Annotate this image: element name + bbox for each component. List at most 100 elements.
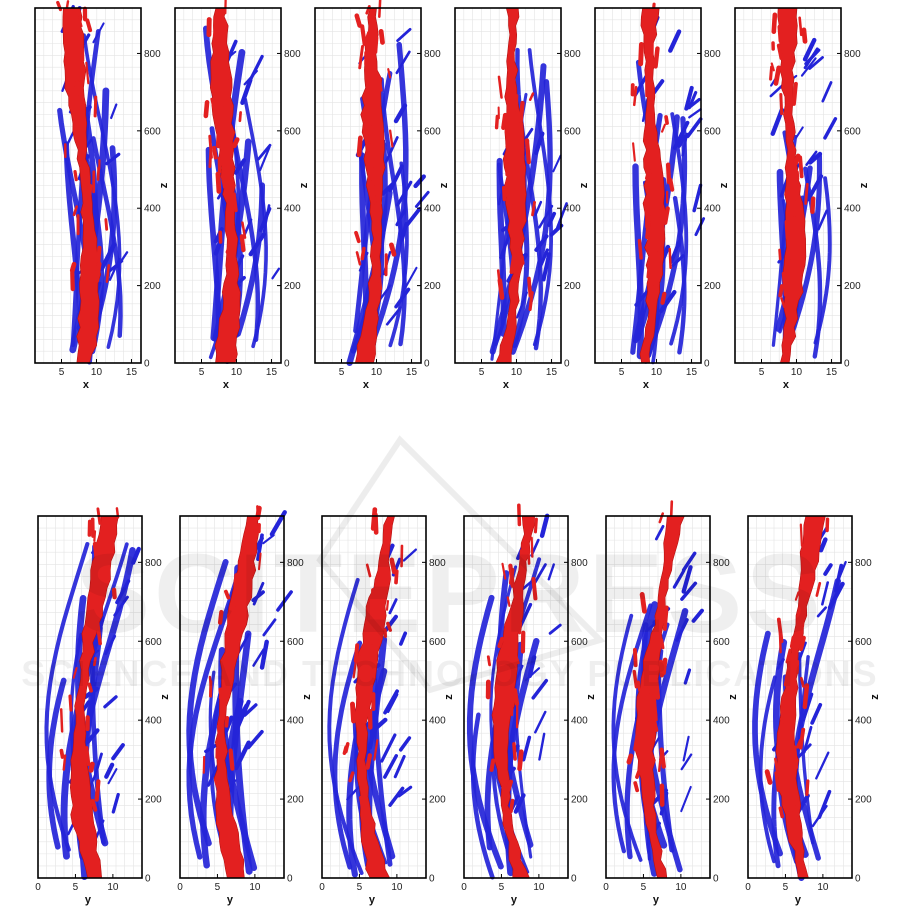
positive-vortex-fragment (783, 667, 791, 687)
positive-vortex-structures (354, 0, 397, 364)
positive-vortex-fragment (774, 771, 780, 792)
positive-vortex-fragment (805, 779, 810, 797)
x-tick-label: 10 (791, 367, 803, 378)
negative-vortex-fragment (383, 689, 399, 715)
positive-vortex-fragment (644, 170, 650, 180)
positive-vortex-fragment (771, 12, 778, 35)
positive-vortex-fragment (639, 592, 647, 614)
positive-vortex-fragment (225, 242, 233, 255)
positive-vortex-fragment (777, 24, 784, 44)
negative-vortex-fragment (524, 667, 541, 682)
negative-vortex-fragment (816, 606, 827, 618)
z-axis-label: z (869, 694, 881, 700)
positive-vortex-fragment (222, 20, 227, 35)
negative-vortex-fragment (110, 103, 118, 120)
x-tick-label: 10 (231, 367, 243, 378)
negative-vortex-tube (186, 558, 229, 847)
positive-vortex-fragment (528, 291, 534, 312)
negative-vortex-structures (769, 37, 838, 359)
positive-vortex-fragment (217, 787, 223, 810)
negative-vortex-fragment (346, 784, 362, 801)
positive-vortex-structures (59, 507, 120, 879)
negative-vortex-fragment (92, 22, 105, 44)
positive-vortex-fragment (497, 278, 505, 300)
x-tick-label: 10 (91, 367, 103, 378)
positive-vortex-fragment (780, 297, 786, 309)
positive-vortex-fragment (658, 512, 664, 524)
x-tick-label: 5 (619, 367, 625, 378)
panel-plot: 0 200 400 600 800 z 0 5 10 y (461, 503, 597, 906)
x-tick-label: 5 (73, 882, 79, 893)
z-tick-label: 400 (564, 204, 581, 215)
negative-vortex-fragment (823, 117, 838, 140)
positive-vortex-fragment (63, 13, 69, 35)
negative-vortex-fragment (396, 27, 412, 43)
z-axis-label: z (585, 694, 597, 700)
x-axis-label: y (653, 894, 660, 906)
positive-vortex-fragment (94, 779, 101, 802)
negative-vortex-fragment (400, 221, 409, 242)
x-tick-label: 10 (533, 882, 545, 893)
positive-vortex-fragment (374, 36, 379, 54)
positive-vortex-fragment (632, 142, 636, 162)
negative-vortex-fragment (398, 736, 412, 752)
positive-vortex-fragment (87, 629, 94, 654)
positive-vortex-fragment (781, 272, 787, 297)
z-axis-label: z (298, 182, 310, 188)
x-axis-label: x (503, 379, 510, 391)
positive-vortex-fragment (664, 115, 669, 125)
positive-vortex-fragment (72, 205, 78, 217)
negative-vortex-fragment (213, 239, 223, 256)
positive-vortex-fragment (364, 31, 371, 42)
negative-vortex-fragment (104, 634, 117, 656)
positive-vortex-fragment (92, 657, 97, 667)
x-tick-label: 15 (126, 367, 138, 378)
positive-vortex-fragment (653, 46, 660, 69)
positive-vortex-structures (202, 505, 262, 879)
x-tick-label: 15 (546, 367, 558, 378)
x-tick-label: 5 (59, 367, 65, 378)
negative-vortex-fragment (539, 513, 550, 538)
negative-vortex-fragment (552, 154, 562, 173)
x-axis-label: x (363, 379, 370, 391)
positive-vortex-fragment (793, 745, 799, 769)
negative-vortex-fragment (262, 618, 277, 637)
negative-vortex-fragment (776, 657, 785, 670)
positive-vortex-fragment (528, 92, 535, 101)
negative-vortex-fragment (113, 595, 129, 617)
positive-vortex-fragment (626, 753, 634, 765)
negative-vortex-fragment (687, 90, 698, 110)
vortex-panel-bottom-2: 0 200 400 600 800 z 0 5 10 y (177, 505, 313, 906)
positive-vortex-fragment (789, 635, 797, 649)
z-tick-label: 800 (704, 49, 721, 60)
negative-vortex-structures (611, 524, 704, 877)
positive-vortex-fragment (661, 123, 666, 133)
positive-vortex-fragment (652, 720, 659, 732)
positive-vortex-fragment (373, 739, 379, 761)
positive-vortex-structures (494, 7, 536, 364)
positive-vortex-fragment (111, 587, 117, 600)
negative-vortex-fragment (834, 563, 844, 593)
positive-vortex-fragment (799, 607, 805, 629)
z-tick-label: 0 (144, 359, 150, 370)
positive-vortex-fragment (489, 758, 496, 772)
x-axis-label: x (83, 379, 90, 391)
negative-vortex-fragment (817, 789, 832, 820)
positive-vortex-fragment (378, 75, 383, 92)
positive-vortex-fragment (798, 155, 804, 179)
negative-vortex-fragment (248, 232, 267, 257)
positive-vortex-fragment (647, 700, 654, 723)
plot-frame (747, 515, 853, 879)
negative-vortex-fragment (381, 181, 396, 196)
positive-vortex-fragment (653, 678, 661, 700)
positive-vortex-fragment (97, 579, 104, 604)
negative-vortex-fragment (384, 136, 399, 164)
negative-vortex-tube (803, 166, 823, 359)
positive-vortex-fragment (647, 685, 653, 697)
negative-vortex-fragment (795, 126, 804, 139)
positive-vortex-fragment (236, 617, 244, 641)
positive-vortex-fragment (105, 264, 110, 283)
z-tick-label: 200 (704, 281, 721, 292)
positive-vortex-structures (630, 2, 675, 364)
z-tick-label: 0 (844, 359, 850, 370)
